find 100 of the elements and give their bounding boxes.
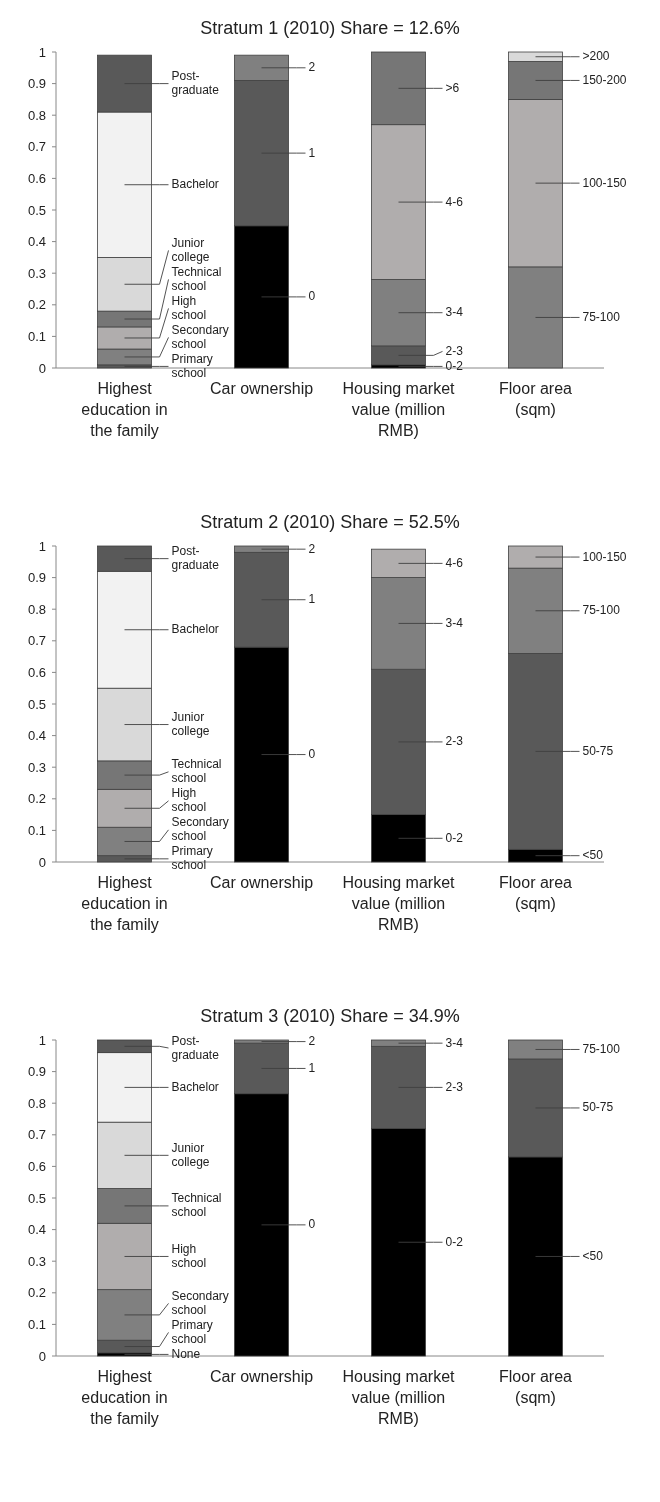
legend-label: 0-2 [445,830,464,845]
legend-label: 50-75 [582,1100,614,1115]
y-tick-label: 0.6 [27,170,46,186]
series-label: High school [171,293,207,322]
y-tick-label: 0.5 [27,202,46,218]
legend-label: Post-graduate [171,544,220,573]
legend-label: Secondary school [171,815,229,844]
legend-label: 2 [308,1034,316,1049]
legend-label: >200 [582,49,610,64]
y-tick-label: 0.1 [27,822,46,838]
legend-label: 2-3 [445,734,464,749]
y-tick-label: 0 [38,360,46,376]
legend-label: Primary school [171,1317,213,1346]
y-tick-label: 1 [38,1032,46,1048]
y-tick-label: 0 [38,1348,46,1364]
y-tick-label: 0.3 [27,759,46,775]
legend-label: 3-4 [445,1035,464,1050]
legend-label: Junior college [171,710,210,739]
y-tick-label: 0.4 [27,728,46,744]
legend-label: 1 [308,1060,316,1075]
legend-label: 0-2 [445,1234,464,1249]
y-tick-label: 0.1 [27,1316,46,1332]
chart-title: Stratum 1 (2010) Share = 12.6% [200,18,460,38]
x-tick-label: Floor area (sqm) [499,380,573,418]
y-tick-label: 0.7 [27,1127,46,1143]
legend-label: 4-6 [445,194,464,209]
y-tick-label: 0.1 [27,328,46,344]
legend-label: 75-100 [582,603,621,618]
legend-label: 2-3 [445,1079,464,1094]
legend-label: <50 [582,848,604,863]
legend-label: 0-2 [445,358,464,373]
y-tick-label: 0.4 [27,1222,46,1238]
legend-label: 100-150 [582,175,627,190]
legend-label: 4-6 [445,555,464,570]
x-tick-label: Highest education in the family [81,874,168,933]
y-tick-label: 0.9 [27,76,46,92]
legend-label: High school [171,1241,207,1270]
legend-label: Bachelor [171,622,219,637]
y-tick-label: 0.3 [27,265,46,281]
legend-label: 3-4 [445,305,464,320]
legend-label: Technical school [171,1191,222,1220]
y-tick-label: 0.9 [27,1064,46,1080]
x-tick-label: Floor area (sqm) [499,1368,573,1406]
chart-title: Stratum 3 (2010) Share = 34.9% [200,1006,460,1026]
legend-label: 75-100 [582,1041,621,1056]
legend-label: None [171,1346,201,1361]
y-tick-label: 0.6 [27,664,46,680]
legend-label: 50-75 [582,743,614,758]
y-tick-label: 0.9 [27,570,46,586]
legend-label: 0 [308,747,316,762]
y-tick-label: 0.8 [27,107,46,123]
y-tick-label: 0.5 [27,696,46,712]
legend-label: 0 [308,289,316,304]
legend-label: Bachelor [171,177,219,192]
legend-label: Technical school [171,757,222,786]
legend-label: 1 [308,592,316,607]
y-tick-label: 0.4 [27,234,46,250]
y-tick-label: 0.7 [27,633,46,649]
legend-label: 0 [308,1217,316,1232]
legend-label: Primary school [171,844,213,873]
legend-label: 150-200 [582,72,627,87]
x-tick-label: Car ownership [209,874,314,891]
legend-label: Bachelor [171,1079,219,1094]
series-label: Junior college [171,235,210,264]
x-tick-label: Car ownership [209,1368,314,1385]
x-tick-label: Highest education in the family [81,380,168,439]
y-tick-label: 0 [38,854,46,870]
y-tick-label: 1 [38,44,46,60]
y-tick-label: 0.2 [27,297,46,313]
legend-label: Junior college [171,1140,210,1169]
legend-label: 100-150 [582,549,627,564]
x-tick-label: Highest education in the family [81,1368,168,1427]
series-label: Secondary school [171,322,229,351]
legend-label: >6 [445,80,460,95]
legend-label: Secondary school [171,1288,229,1317]
y-tick-label: 0.3 [27,1253,46,1269]
legend-label: High school [171,786,207,815]
x-tick-label: Housing market value (million RMB) [342,874,456,933]
legend-label: Primary school [171,351,213,380]
legend-label: Post-graduate [171,69,220,98]
legend-label: 75-100 [582,309,621,324]
y-tick-label: 1 [38,538,46,554]
x-tick-label: Car ownership [209,380,314,397]
y-tick-label: 0.2 [27,791,46,807]
y-tick-label: 0.8 [27,601,46,617]
text: Technical school [171,264,222,293]
x-tick-label: Floor area (sqm) [499,874,573,912]
legend-label: 3-4 [445,615,464,630]
legend-label: 2 [308,541,316,556]
y-tick-label: 0.8 [27,1095,46,1111]
x-tick-label: Housing market value (million RMB) [342,380,456,439]
legend-label: Post-graduate [171,1033,220,1062]
y-tick-label: 0.2 [27,1285,46,1301]
x-tick-label: Housing market value (million RMB) [342,1368,456,1427]
y-tick-label: 0.5 [27,1190,46,1206]
chart-title: Stratum 2 (2010) Share = 52.5% [200,512,460,532]
legend-label: 2 [308,60,316,75]
y-tick-label: 0.6 [27,1158,46,1174]
y-tick-label: 0.7 [27,139,46,155]
legend-label: 2-3 [445,343,464,358]
